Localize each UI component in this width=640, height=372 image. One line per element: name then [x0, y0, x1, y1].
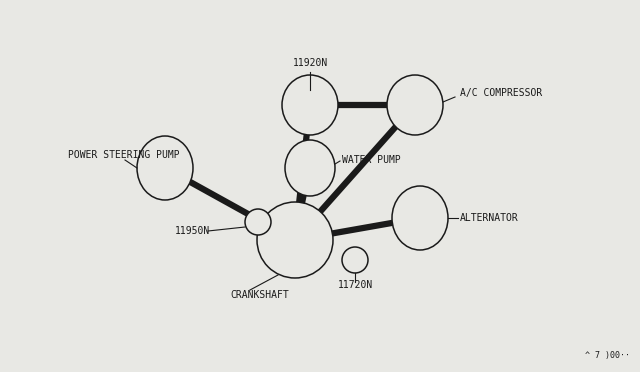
Text: ^ 7 )00··: ^ 7 )00··: [585, 351, 630, 360]
Text: WATER PUMP: WATER PUMP: [342, 155, 401, 165]
Text: POWER STEERING PUMP: POWER STEERING PUMP: [68, 150, 180, 160]
Ellipse shape: [285, 140, 335, 196]
Ellipse shape: [257, 202, 333, 278]
Ellipse shape: [392, 186, 448, 250]
Text: A/C COMPRESSOR: A/C COMPRESSOR: [460, 88, 542, 98]
Ellipse shape: [282, 75, 338, 135]
Text: 11950N: 11950N: [175, 226, 211, 236]
Ellipse shape: [342, 247, 368, 273]
Text: CRANKSHAFT: CRANKSHAFT: [230, 290, 289, 300]
Text: 11920N: 11920N: [292, 58, 328, 68]
Ellipse shape: [387, 75, 443, 135]
Text: 11720N: 11720N: [337, 280, 372, 290]
Text: ALTERNATOR: ALTERNATOR: [460, 213, 519, 223]
Ellipse shape: [137, 136, 193, 200]
Ellipse shape: [245, 209, 271, 235]
